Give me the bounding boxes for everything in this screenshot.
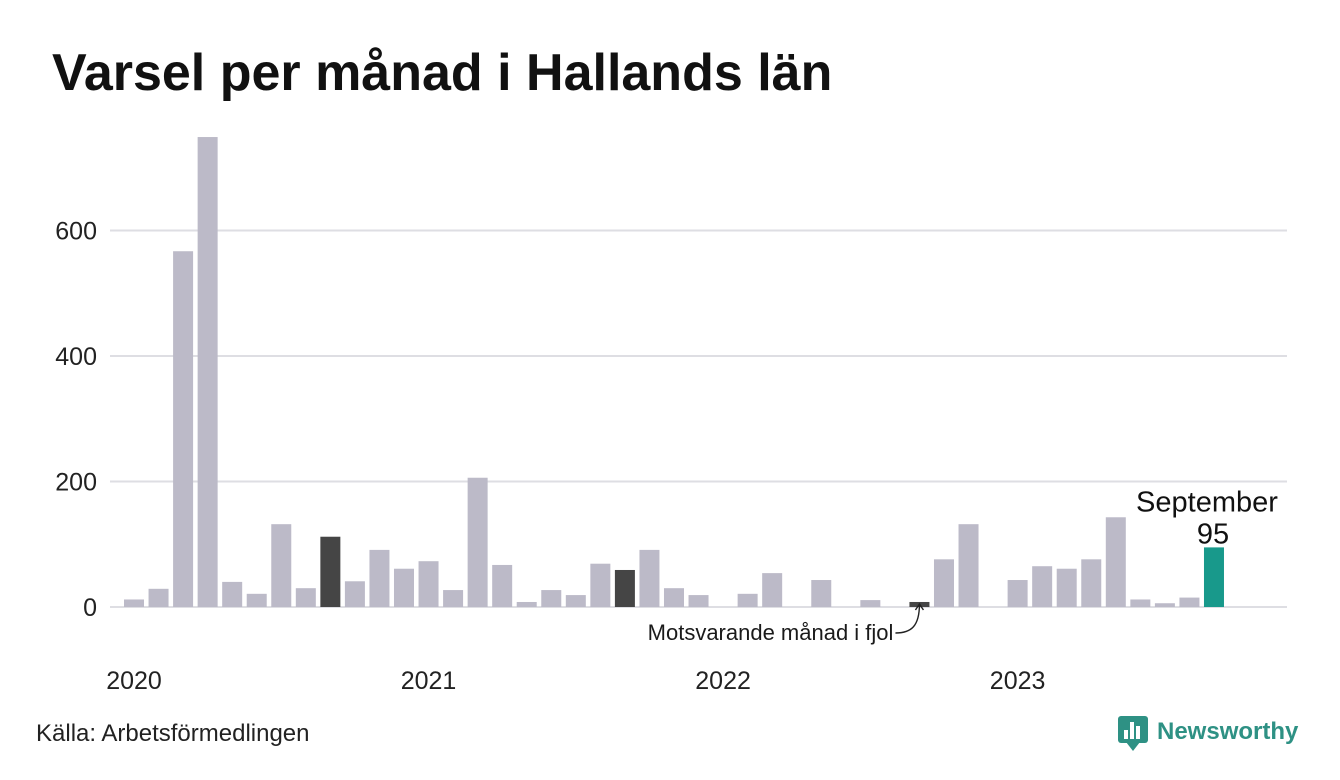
bar-2020-08 <box>295 588 316 607</box>
bar-2022-02 <box>737 593 758 607</box>
bar-2021-03 <box>467 477 488 607</box>
bar-2022-07 <box>860 600 881 607</box>
bar-2020-03 <box>173 251 194 608</box>
bar-2023-06 <box>1130 599 1151 607</box>
bar-2021-09 <box>614 569 635 607</box>
bar-2021-12 <box>688 595 709 607</box>
bar-2021-08 <box>590 563 611 607</box>
annotation-label: Motsvarande månad i fjol <box>648 620 894 645</box>
bar-2021-04 <box>492 564 513 607</box>
bar-2020-05 <box>222 581 243 607</box>
bar-2021-05 <box>516 601 537 607</box>
bar-2020-12 <box>393 568 414 607</box>
latest-month-label: September <box>1136 486 1278 518</box>
bar-2020-09 <box>320 536 341 607</box>
latest-value-label: 95 <box>1197 518 1229 550</box>
bar-2023-04 <box>1081 559 1102 607</box>
bar-2020-11 <box>369 549 390 607</box>
bar-2021-06 <box>541 590 562 607</box>
x-tick-label: 2023 <box>990 667 1046 695</box>
y-tick-label: 400 <box>55 343 97 371</box>
bar-2023-07 <box>1154 603 1175 607</box>
bar-2021-10 <box>639 549 660 607</box>
bar-2020-04 <box>197 137 218 607</box>
bar-2022-10 <box>933 559 954 607</box>
bar-2020-06 <box>246 593 267 607</box>
bar-2021-11 <box>663 588 684 607</box>
brand-name: Newsworthy <box>1157 718 1299 745</box>
y-axis: 0 200 400 600 <box>55 218 97 622</box>
bar-2020-07 <box>271 524 292 607</box>
bar-2023-05 <box>1105 517 1126 607</box>
logo-bar <box>1130 722 1134 739</box>
bar-2022-03 <box>762 573 783 607</box>
bars <box>124 137 1224 608</box>
x-tick-label: 2022 <box>695 667 751 695</box>
bar-2021-07 <box>565 595 586 607</box>
bar-2023-03 <box>1056 568 1077 607</box>
bar-2021-02 <box>443 590 464 607</box>
bar-2022-11 <box>958 524 979 607</box>
logo-bubble-tail <box>1126 742 1140 751</box>
bar-2020-10 <box>344 581 365 607</box>
x-tick-label: 2020 <box>106 667 162 695</box>
x-axis: 2020 2021 2022 2023 <box>106 667 1045 695</box>
annotation-arrowhead <box>914 602 925 611</box>
newsworthy-logo-icon <box>1118 716 1148 751</box>
x-tick-label: 2021 <box>401 667 457 695</box>
bar-2021-01 <box>418 561 439 607</box>
y-tick-label: 0 <box>83 594 97 622</box>
bar-2022-05 <box>811 580 832 607</box>
annotation-arrow <box>895 603 921 634</box>
bar-2023-01 <box>1007 580 1028 607</box>
y-tick-label: 200 <box>55 469 97 497</box>
y-tick-label: 600 <box>55 218 97 246</box>
logo-bar <box>1136 726 1140 739</box>
bar-2020-02 <box>148 588 169 607</box>
bar-2023-02 <box>1032 566 1053 607</box>
source-note: Källa: Arbetsförmedlingen <box>36 720 310 747</box>
bar-2020-01 <box>124 599 144 607</box>
bar-2023-09 <box>1203 547 1224 607</box>
brand-logo: Newsworthy <box>1118 716 1299 751</box>
logo-bar <box>1124 730 1128 739</box>
chart-title: Varsel per månad i Hallands län <box>52 44 832 102</box>
bar-2023-08 <box>1179 597 1200 607</box>
